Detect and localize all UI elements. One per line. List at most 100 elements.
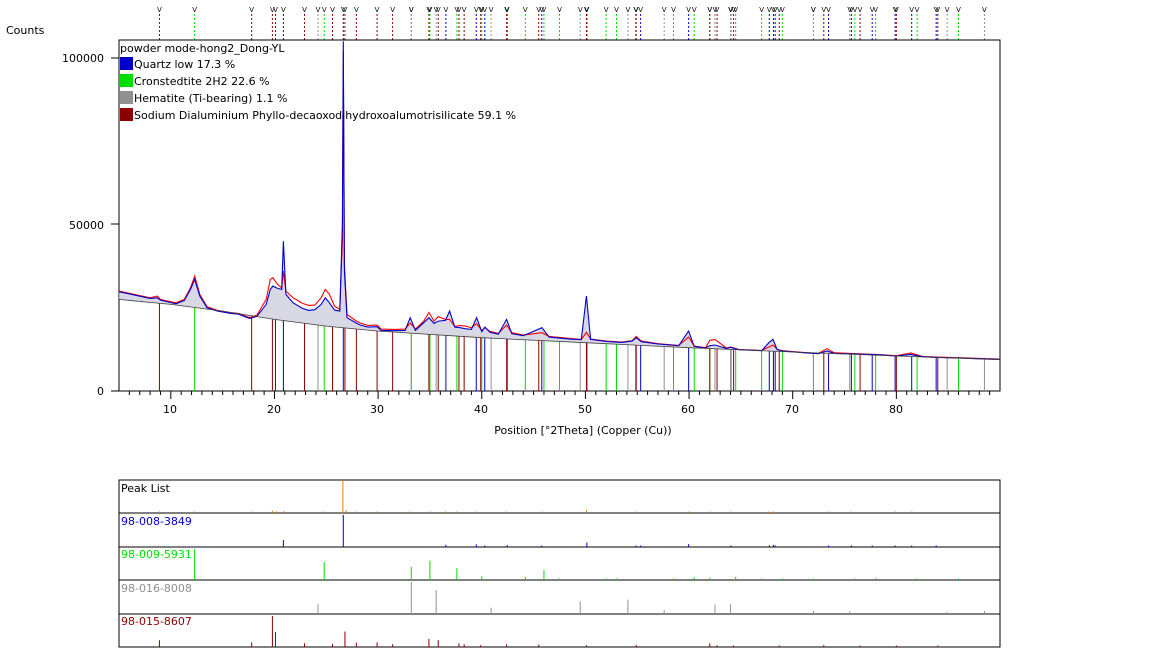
top-tick-marker: V [409, 6, 414, 14]
top-tick-marker: V [614, 6, 619, 14]
top-tick-marker: V [584, 6, 589, 14]
series-line-calculated [118, 41, 1001, 360]
top-tick-marker: V [479, 6, 484, 14]
top-tick-marker: V [478, 6, 483, 14]
top-tick-marker: V [728, 6, 733, 14]
top-tick-marker: V [956, 6, 961, 14]
top-tick-marker: V [330, 6, 335, 14]
top-tick-marker: V [489, 6, 494, 14]
top-tick-marker: V [707, 6, 712, 14]
top-tick-marker: V [341, 6, 346, 14]
top-tick-marker: V [707, 6, 712, 14]
top-tick-marker: V [638, 6, 643, 14]
x-tick-label-50: 50 [578, 403, 592, 416]
top-tick-marker: V [454, 6, 459, 14]
top-tick-marker: V [894, 6, 899, 14]
top-tick-marker: V [436, 6, 441, 14]
top-tick-marker: V [390, 6, 395, 14]
top-tick-marker: V [811, 6, 816, 14]
top-tick-marker: V [915, 6, 920, 14]
top-tick-marker: V [557, 6, 562, 14]
top-tick-marker: V [626, 6, 631, 14]
x-tick-label-10: 10 [163, 403, 177, 416]
top-tick-marker: V [428, 6, 433, 14]
top-tick-marker: V [634, 6, 639, 14]
top-tick-marker: V [826, 6, 831, 14]
top-tick-marker: V [858, 6, 863, 14]
legend-title: powder mode-hong2_Dong-YL [120, 42, 285, 55]
top-tick-marker: V [462, 6, 467, 14]
top-tick-marker: V [270, 6, 275, 14]
top-tick-marker: V [773, 6, 778, 14]
x-tick-label-70: 70 [785, 403, 799, 416]
ref-panel-4 [118, 613, 1001, 648]
top-tick-marker: V [504, 6, 509, 14]
top-tick-marker: V [539, 6, 544, 14]
ref-panel-1 [118, 512, 1001, 548]
ref-panel-2 [118, 546, 1001, 581]
top-tick-marker: V [759, 6, 764, 14]
ref-code-hematite: 98-016-8008 [121, 582, 192, 595]
top-tick-marker: V [302, 6, 307, 14]
legend-label-quartz: Quartz low 17.3 % [134, 58, 235, 71]
top-tick-marker: V [542, 6, 547, 14]
series-line-background [118, 299, 1001, 361]
ref-code-quartz: 98-008-3849 [121, 515, 192, 528]
top-tick-marker: V [409, 6, 414, 14]
top-tick-marker: V [434, 6, 439, 14]
panel-stick-patterns [158, 481, 985, 647]
top-tick-marker: V [686, 6, 691, 14]
top-tick-marker: V [873, 6, 878, 14]
top-tick-marker: V [662, 6, 667, 14]
ref-panel-3 [118, 579, 1001, 615]
top-tick-marker: V [934, 6, 939, 14]
top-tick-marker: V [157, 6, 162, 14]
difference-fill [119, 41, 1000, 360]
pattern-curves [118, 41, 1001, 361]
top-tick-marker: V [375, 6, 380, 14]
top-tick-marker: V [671, 6, 676, 14]
top-tick-marker: V [777, 6, 782, 14]
y-tick-label-0: 0 [97, 385, 104, 398]
top-tick-marker: V [444, 6, 449, 14]
top-tick-marker: V [249, 6, 254, 14]
x-tick-label-40: 40 [474, 403, 488, 416]
x-tick-label-20: 20 [267, 403, 281, 416]
top-tick-marker: V [281, 6, 286, 14]
top-tick-marker: V [273, 6, 278, 14]
legend-swatch-cronstedtite [120, 74, 133, 87]
top-tick-marker: V [523, 6, 528, 14]
top-tick-marker: V [633, 6, 638, 14]
peak-list-panel [118, 479, 1001, 514]
top-tick-marker: V [505, 6, 510, 14]
legend-label-cronstedtite: Cronstedtite 2H2 22.6 % [134, 75, 270, 88]
top-tick-marker: V [982, 6, 987, 14]
top-tick-marker: V [731, 6, 736, 14]
x-tick-label-30: 30 [370, 403, 384, 416]
top-tick-marker: V [909, 6, 914, 14]
top-tick-marker: V [767, 6, 772, 14]
top-tick-marker: V [852, 6, 857, 14]
ref-code-sodium: 98-015-8607 [121, 615, 192, 628]
x-tick-label-80: 80 [889, 403, 903, 416]
top-tick-marker: V [536, 6, 541, 14]
legend-label-hematite: Hematite (Ti-bearing) 1.1 % [134, 92, 287, 105]
y-axis-label: Counts [6, 24, 45, 37]
top-tick-marker: V [821, 6, 826, 14]
legend: powder mode-hong2_Dong-YL Quartz low 17.… [120, 42, 516, 122]
y-tick-label-50000: 50000 [69, 219, 104, 232]
legend-label-sodium: Sodium Dialuminium Phyllo-decaoxodihydro… [134, 109, 516, 122]
top-tick-marker: V [870, 6, 875, 14]
calc-minus-background-area [119, 41, 1000, 360]
legend-swatch-hematite [120, 91, 133, 104]
top-tick-marker: V [733, 6, 738, 14]
top-tick-marker: V [945, 6, 950, 14]
top-tick-marker: V [584, 6, 589, 14]
top-tick-marker: V [728, 6, 733, 14]
top-tick-marker: V [713, 6, 718, 14]
top-tick-marker: V [482, 6, 487, 14]
top-tick-marker: V [354, 6, 359, 14]
top-tick-marker: V [811, 6, 816, 14]
top-tick-marker: V [316, 6, 321, 14]
